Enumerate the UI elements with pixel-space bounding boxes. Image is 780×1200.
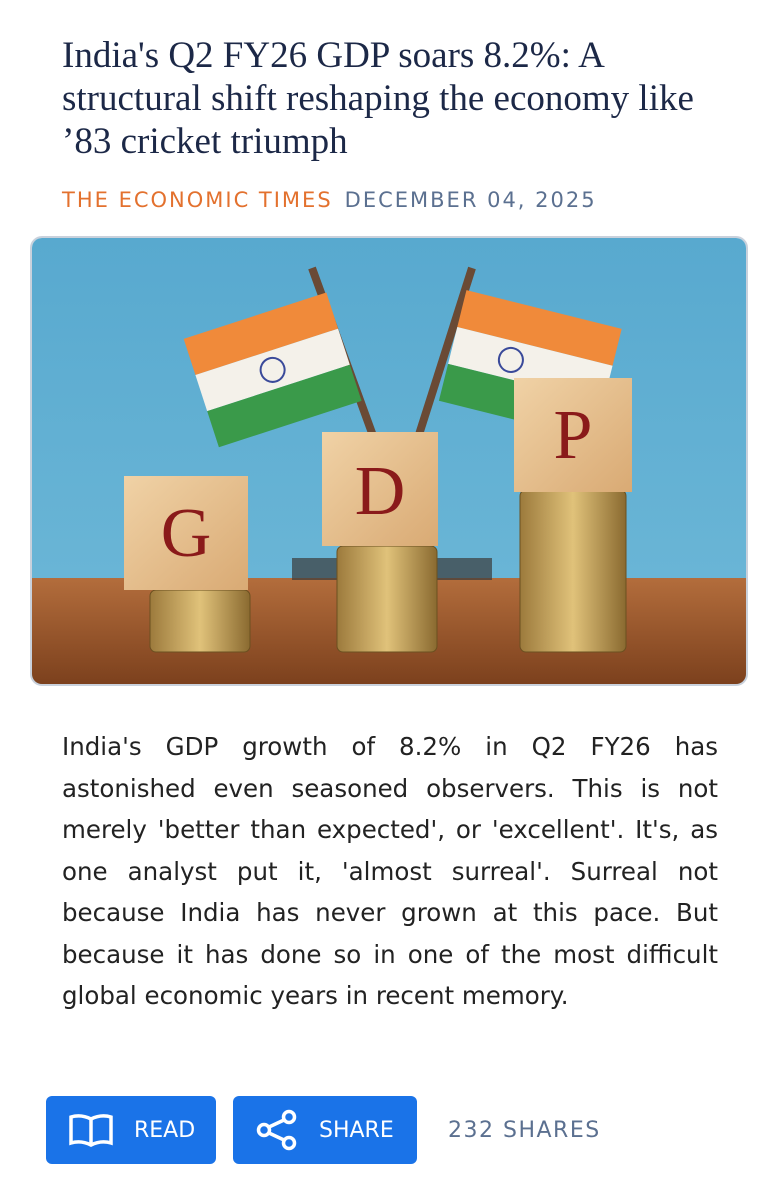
book-icon xyxy=(69,1114,113,1147)
headline: India's Q2 FY26 GDP soars 8.2%: A struct… xyxy=(62,35,694,162)
source[interactable]: THE ECONOMIC TIMES xyxy=(62,188,333,212)
share-count: 232 SHARES xyxy=(448,1118,601,1143)
block-letter: D xyxy=(355,453,406,530)
hero-image: G D P xyxy=(30,236,748,686)
meta: THE ECONOMIC TIMES DECEMBER 04, 2025 xyxy=(62,188,597,212)
block-letter: P xyxy=(554,397,593,474)
read-button[interactable]: READ xyxy=(46,1096,216,1164)
block-letter: G xyxy=(161,495,212,572)
share-icon xyxy=(256,1109,297,1151)
share-button[interactable]: SHARE xyxy=(233,1096,417,1164)
read-label: READ xyxy=(134,1117,196,1143)
article-body: India's GDP growth of 8.2% in Q2 FY26 ha… xyxy=(62,732,718,1010)
share-label: SHARE xyxy=(319,1117,394,1143)
date: DECEMBER 04, 2025 xyxy=(344,188,597,212)
illustration: G D P xyxy=(32,238,746,684)
